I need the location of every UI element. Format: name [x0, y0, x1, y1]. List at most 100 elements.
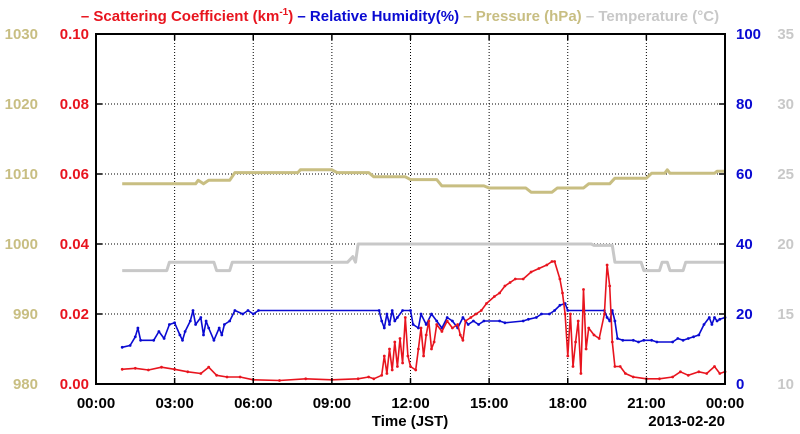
- scattering-tick-label: 0.06: [60, 166, 89, 183]
- x-tick-label: 03:00: [155, 395, 193, 412]
- series-scattering-point: [445, 319, 449, 323]
- series-scattering-point: [610, 340, 614, 344]
- series-scattering-point: [498, 291, 501, 295]
- series-humidity-point: [241, 312, 245, 316]
- series-humidity-point: [157, 330, 161, 333]
- series-humidity-point: [498, 319, 501, 323]
- series-humidity-point: [424, 323, 428, 326]
- series-scattering-point: [574, 340, 577, 344]
- humidity-tick-label: 80: [736, 96, 753, 113]
- series-scattering-point: [372, 377, 376, 381]
- series-humidity-point: [707, 316, 711, 319]
- series-scattering-point: [592, 333, 596, 337]
- series-scattering-point: [671, 375, 674, 379]
- series-humidity-point: [419, 312, 423, 316]
- series-scattering-point: [356, 377, 360, 381]
- series-scattering-point: [579, 372, 583, 375]
- series-scattering-point: [605, 263, 609, 267]
- series-scattering-point: [278, 379, 281, 382]
- series-scattering-point: [508, 281, 512, 284]
- series-humidity-point: [534, 316, 538, 319]
- temperature-tick-label: 20: [777, 236, 794, 253]
- series-humidity-point: [133, 335, 137, 339]
- series-scattering-point: [561, 291, 564, 295]
- series-humidity-point: [540, 312, 543, 316]
- series-humidity-point: [385, 312, 389, 316]
- series-humidity-point: [466, 323, 470, 326]
- series-scattering-point: [587, 326, 591, 330]
- humidity-tick-label: 0: [736, 376, 744, 393]
- x-tick-label: 18:00: [549, 395, 587, 412]
- x-tick-label: 06:00: [234, 395, 272, 412]
- temperature-tick-label: 35: [777, 26, 794, 43]
- series-scattering-point: [503, 284, 507, 288]
- series-scattering-point: [458, 333, 462, 337]
- series-humidity-point: [382, 326, 386, 330]
- series-scattering-point: [584, 347, 588, 351]
- series-scattering-point: [537, 267, 541, 270]
- pressure-tick-label: 980: [13, 376, 38, 393]
- series-humidity-point: [228, 319, 232, 323]
- series-scattering-point: [679, 370, 682, 374]
- series-humidity-point: [697, 333, 701, 337]
- series-scattering-point: [380, 373, 384, 377]
- series-humidity-point: [181, 338, 184, 342]
- series-pressure-line: [122, 168, 725, 194]
- series-scattering-point: [569, 312, 572, 316]
- series-humidity-point: [718, 317, 722, 321]
- series-humidity-point: [223, 323, 226, 326]
- series-scattering-point: [385, 372, 389, 375]
- series-scattering-point: [529, 270, 533, 274]
- series-humidity-point: [503, 321, 507, 325]
- series-humidity-point: [558, 303, 562, 307]
- legend-suffix: ): [288, 8, 293, 25]
- series-humidity-point: [710, 323, 714, 326]
- series-scattering-point: [686, 373, 690, 377]
- series-humidity-point: [204, 319, 208, 323]
- series-humidity-point: [430, 312, 433, 316]
- series-scattering-point: [576, 319, 580, 323]
- x-tick-label: 00:00: [77, 395, 115, 412]
- series-humidity-point: [233, 309, 237, 312]
- series-humidity-point: [202, 333, 205, 337]
- series-scattering-point: [493, 295, 496, 298]
- series-scattering-point: [582, 288, 585, 291]
- temperature-tick-label: 25: [777, 166, 794, 183]
- series-scattering-point: [521, 277, 525, 281]
- temperature-tick-label: 30: [777, 96, 794, 113]
- series-humidity-point: [393, 319, 397, 323]
- series-scattering-point: [390, 368, 394, 372]
- series-humidity-point: [637, 340, 640, 344]
- series-humidity-point: [178, 333, 182, 337]
- series-scattering-point: [571, 365, 575, 368]
- series-humidity-point: [451, 319, 454, 323]
- series-scattering-point: [469, 316, 473, 319]
- series-scattering-point: [479, 309, 483, 312]
- series-humidity-point: [207, 326, 211, 330]
- series-scattering-point: [550, 260, 554, 263]
- series-scattering-point: [414, 368, 418, 372]
- legend-item: – Relative Humidity(%): [293, 8, 459, 25]
- series-scattering-point: [464, 319, 467, 323]
- series-scattering-point: [566, 354, 570, 358]
- series-scattering-point: [424, 333, 428, 337]
- series-scattering-point: [422, 354, 425, 358]
- series-humidity-point: [251, 312, 255, 316]
- series-scattering-point: [461, 338, 465, 342]
- pressure-tick-label: 1020: [5, 96, 38, 113]
- series-scattering-point: [388, 347, 391, 351]
- temperature-tick-label: 15: [777, 306, 794, 323]
- date-label: 2013-02-20: [648, 413, 725, 430]
- legend-text: – Scattering Coefficient (km-1) – Relati…: [81, 7, 719, 25]
- series-scattering-point: [474, 312, 478, 316]
- series-layer: [120, 168, 727, 382]
- humidity-tick-label: 40: [736, 236, 753, 253]
- series-humidity-point: [521, 319, 525, 323]
- temperature-tick-label: 10: [777, 376, 794, 393]
- series-scattering-point: [440, 330, 444, 333]
- series-scattering-point: [367, 375, 370, 379]
- series-scattering-point: [409, 365, 412, 368]
- humidity-tick-label: 100: [736, 26, 761, 43]
- series-humidity-point: [390, 309, 394, 312]
